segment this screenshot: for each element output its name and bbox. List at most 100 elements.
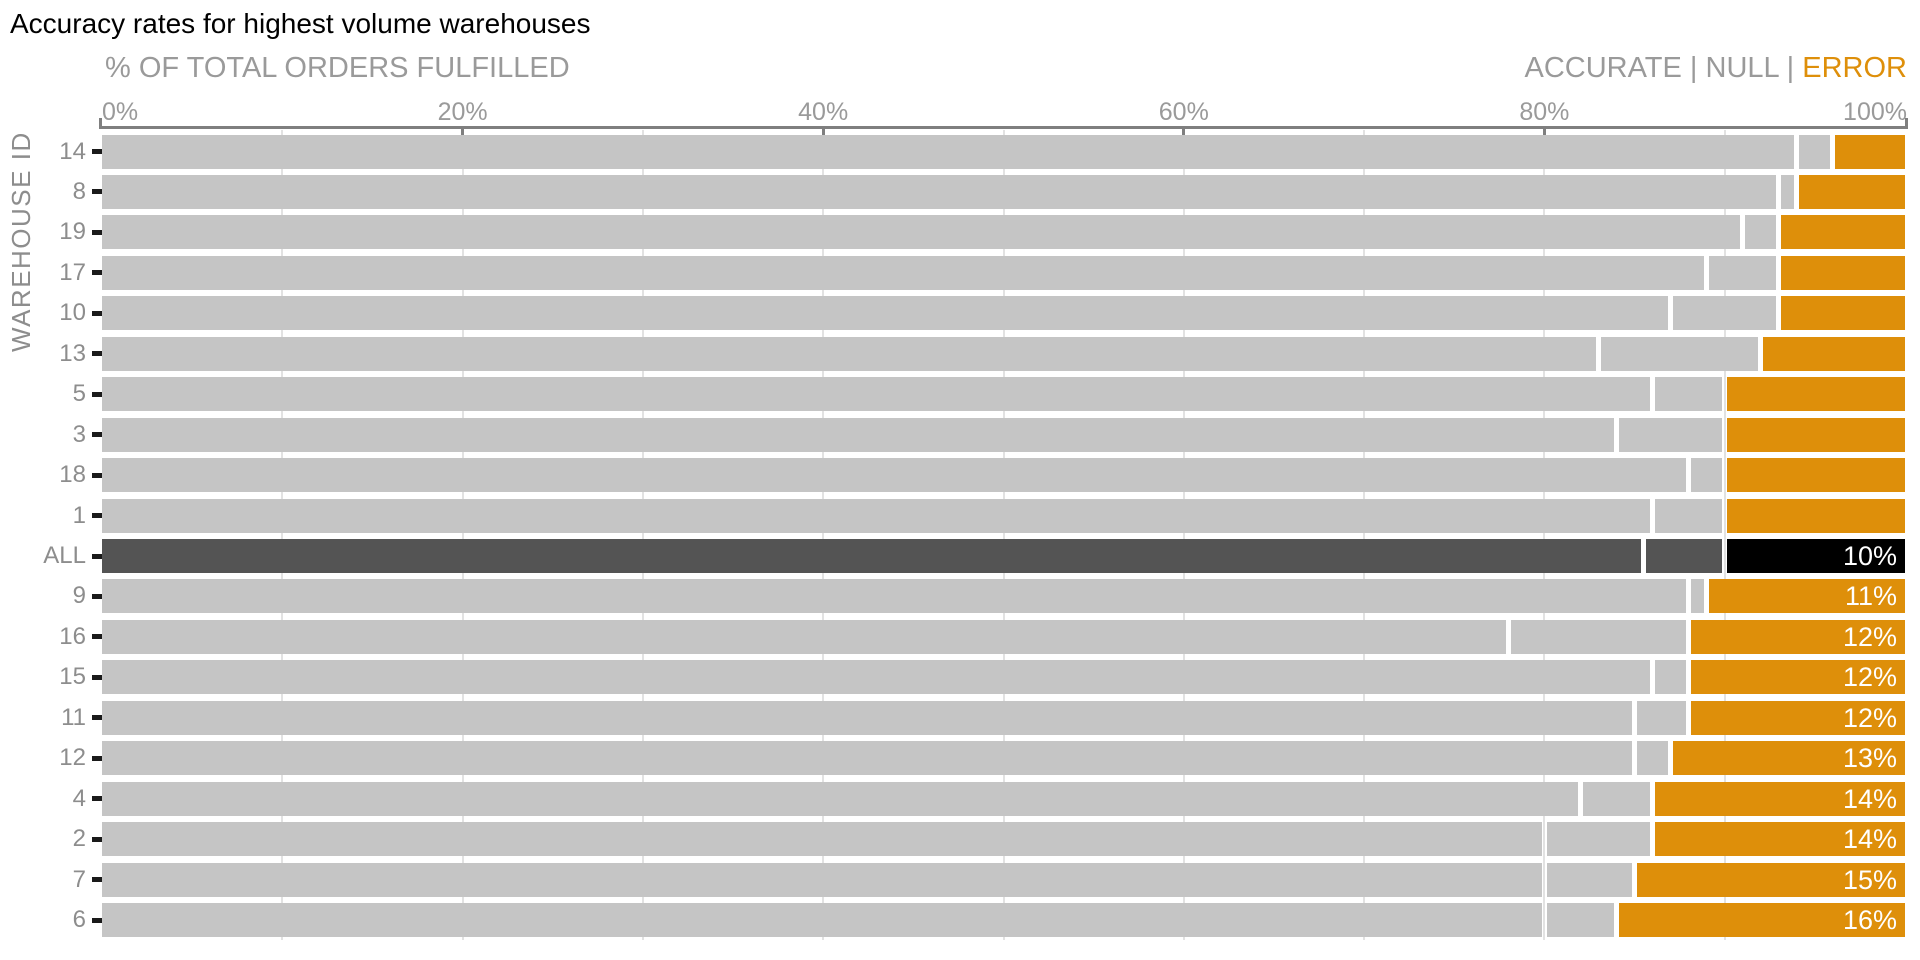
minor-gridline: [1002, 130, 1005, 940]
chart-title: Accuracy rates for highest volume wareho…: [10, 8, 591, 39]
bar-row-7: 15%: [102, 862, 1905, 897]
segment-accurate: [102, 862, 1542, 897]
y-axis-tick: [92, 674, 103, 680]
segment-null: [1637, 700, 1687, 735]
row-label-19: 19: [59, 218, 86, 246]
segment-null: [1582, 781, 1651, 816]
segment-accurate: [102, 700, 1633, 735]
segment-null: [1709, 255, 1777, 290]
segment-error: 12%: [1691, 619, 1905, 654]
bar-row-13: [102, 336, 1905, 371]
bar-row-14: [102, 134, 1905, 169]
legend-item-accurate: ACCURATE: [1524, 52, 1682, 84]
segment-error: [1835, 134, 1905, 169]
segment-null: [1637, 741, 1669, 776]
y-axis-tick: [92, 229, 103, 235]
segment-error: [1781, 215, 1905, 250]
bar-row-16: 12%: [102, 619, 1905, 654]
bar-row-1: [102, 498, 1905, 533]
row-label-4: 4: [72, 784, 86, 812]
minor-gridline: [1182, 130, 1185, 940]
error-value-label: 14%: [1842, 824, 1897, 855]
y-axis-tick: [92, 149, 103, 154]
row-label-9: 9: [72, 582, 86, 610]
segment-accurate: [102, 498, 1651, 533]
segment-error: 11%: [1709, 579, 1905, 614]
row-label-11: 11: [61, 703, 86, 731]
segment-error: 10%: [1727, 539, 1905, 573]
bar-row-2: 14%: [102, 822, 1905, 857]
row-label-13: 13: [59, 339, 86, 367]
x-tick-label: 40%: [798, 98, 849, 126]
segment-error: 12%: [1691, 660, 1905, 695]
y-axis-tick: [92, 836, 103, 842]
error-value-label: 13%: [1842, 743, 1897, 774]
segment-accurate: [102, 458, 1687, 493]
segment-accurate: [102, 215, 1741, 250]
minor-gridline: [1543, 130, 1546, 940]
segment-error: 16%: [1619, 903, 1905, 938]
segment-accurate: [102, 619, 1506, 654]
error-value-label: 11%: [1844, 581, 1897, 612]
segment-null: [1546, 822, 1651, 857]
minor-gridline: [281, 130, 284, 940]
segment-error: [1781, 296, 1905, 331]
x-axis-title: % OF TOTAL ORDERS FULFILLED: [105, 52, 570, 84]
segment-null: [1781, 174, 1795, 209]
y-axis-tick: [92, 432, 103, 438]
x-tick-label: 100%: [1843, 98, 1907, 126]
segment-null: [1691, 458, 1723, 493]
error-value-label: 12%: [1842, 702, 1897, 733]
segment-null: [1655, 377, 1723, 412]
y-axis-tick: [92, 796, 103, 802]
segment-null: [1619, 417, 1723, 452]
error-value-label: 10%: [1842, 541, 1897, 571]
row-label-ALL: ALL: [43, 542, 86, 569]
minor-gridline: [1363, 130, 1366, 940]
bar-row-18: [102, 458, 1905, 493]
segment-null: [1646, 539, 1723, 573]
bar-row-5: [102, 377, 1905, 412]
segment-error: 13%: [1673, 741, 1905, 776]
error-value-label: 12%: [1842, 621, 1897, 652]
row-label-15: 15: [59, 663, 86, 691]
error-value-label: 15%: [1842, 864, 1897, 895]
segment-accurate: [102, 781, 1578, 816]
segment-null: [1655, 498, 1723, 533]
y-axis-tick: [92, 513, 103, 519]
segment-accurate: [102, 539, 1642, 573]
segment-error: [1727, 458, 1905, 493]
segment-error: [1763, 336, 1905, 371]
segment-error: [1781, 255, 1905, 290]
legend-item-null: NULL: [1705, 52, 1779, 84]
row-label-6: 6: [72, 906, 86, 934]
y-axis-tick: [92, 351, 103, 357]
minor-gridline: [1723, 130, 1726, 940]
minor-gridline: [461, 130, 464, 940]
row-label-5: 5: [72, 380, 86, 408]
segment-accurate: [102, 660, 1651, 695]
segment-null: [1600, 336, 1759, 371]
y-axis-tick: [92, 634, 103, 640]
row-label-7: 7: [72, 865, 86, 893]
error-value-label: 14%: [1842, 783, 1897, 814]
bar-row-4: 14%: [102, 781, 1905, 816]
segment-accurate: [102, 822, 1542, 857]
bar-row-11: 12%: [102, 700, 1905, 735]
y-axis-tick: [92, 391, 103, 397]
row-label-16: 16: [59, 622, 86, 650]
x-axis-line: [99, 126, 1908, 129]
segment-error: 14%: [1655, 781, 1905, 816]
segment-null: [1745, 215, 1777, 250]
y-axis-tick: [92, 189, 103, 195]
segment-error: [1799, 174, 1905, 209]
segment-error: [1727, 417, 1905, 452]
minor-gridline: [641, 130, 644, 940]
row-label-18: 18: [59, 461, 86, 489]
segment-error: [1727, 498, 1905, 533]
y-axis-tick: [92, 553, 103, 559]
segment-accurate: [102, 741, 1633, 776]
bar-row-19: [102, 215, 1905, 250]
row-label-14: 14: [59, 137, 86, 165]
